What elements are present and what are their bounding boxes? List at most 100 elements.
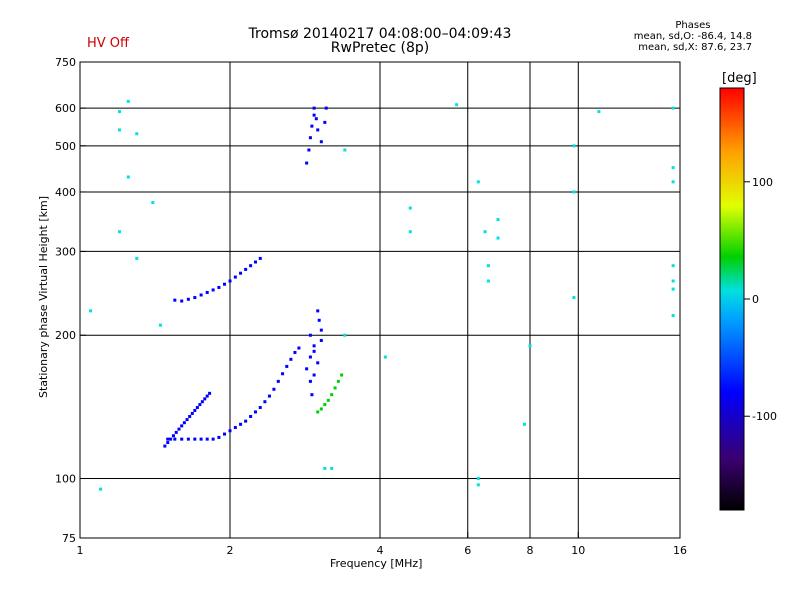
data-point <box>276 379 280 383</box>
data-point <box>253 260 257 264</box>
data-point <box>671 279 675 283</box>
chart-title-line2: RwPretec (8p) <box>330 40 430 56</box>
data-point <box>293 350 297 354</box>
data-point <box>323 466 327 470</box>
data-point <box>258 406 262 410</box>
data-point <box>199 293 203 297</box>
data-point <box>193 408 197 412</box>
data-point <box>316 309 320 313</box>
data-point <box>190 411 194 415</box>
y-tick-label: 500 <box>55 140 76 153</box>
data-point <box>228 279 232 283</box>
data-point <box>317 318 321 322</box>
data-point <box>319 407 323 411</box>
colorbar-tick-label: -100 <box>752 410 777 423</box>
data-point <box>173 437 177 441</box>
data-point <box>233 425 237 429</box>
data-point <box>173 298 177 302</box>
data-point <box>188 414 192 418</box>
data-point <box>263 400 267 404</box>
data-point <box>244 419 248 423</box>
data-point <box>174 430 178 434</box>
data-point <box>476 180 480 184</box>
data-point <box>572 296 576 300</box>
data-point <box>297 346 301 350</box>
x-tick-label: 4 <box>377 544 384 557</box>
data-point <box>208 391 212 395</box>
data-point <box>223 432 227 436</box>
phases-x-stats: mean, sd,X: 87.6, 23.7 <box>638 42 752 53</box>
data-point <box>310 393 314 397</box>
chart-title-line1: Tromsø 20140217 04:08:00–04:09:43 <box>248 26 512 42</box>
data-point <box>305 161 309 165</box>
data-point <box>523 422 527 426</box>
colorbar-ticks: 100 0 -100 <box>744 176 777 423</box>
data-point <box>316 128 320 132</box>
grid-lines <box>80 62 680 538</box>
data-point <box>211 437 215 441</box>
data-point <box>217 285 221 289</box>
data-point <box>166 437 170 441</box>
data-point <box>336 379 340 383</box>
colorbar <box>719 87 745 511</box>
data-point <box>312 349 316 353</box>
data-point <box>126 175 130 179</box>
data-point <box>205 437 209 441</box>
data-point <box>186 297 190 301</box>
data-point <box>193 437 197 441</box>
data-point <box>671 106 675 110</box>
data-point <box>200 400 204 404</box>
data-point <box>158 323 162 327</box>
data-point <box>671 166 675 170</box>
phases-title: Phases <box>675 20 711 31</box>
data-point <box>289 357 293 361</box>
data-point <box>486 279 490 283</box>
data-point <box>572 190 576 194</box>
data-point <box>330 466 334 470</box>
data-point <box>383 355 387 359</box>
data-point <box>319 140 323 144</box>
data-point <box>312 106 316 110</box>
data-point <box>483 230 487 234</box>
data-point <box>308 333 312 337</box>
data-point <box>285 364 289 368</box>
data-point <box>316 410 320 414</box>
data-point <box>177 427 181 431</box>
x-tick-label: 1 <box>77 544 84 557</box>
axis-ticks: 1 2 4 6 8 10 16 75 100 200 300 400 500 600 750 <box>55 56 687 557</box>
data-point <box>476 477 480 481</box>
data-point <box>671 180 675 184</box>
data-point <box>312 113 316 117</box>
data-point <box>308 136 312 140</box>
y-tick-label: 75 <box>62 532 76 545</box>
data-point <box>195 406 199 410</box>
x-axis-label: Frequency [MHz] <box>330 557 423 570</box>
data-point <box>193 296 197 300</box>
data-point <box>272 387 276 391</box>
data-point <box>258 256 262 260</box>
data-point <box>135 256 139 260</box>
data-point <box>135 132 139 136</box>
data-point <box>185 418 189 422</box>
data-point <box>166 441 170 445</box>
data-point <box>671 287 675 291</box>
x-tick-label: 10 <box>571 544 585 557</box>
data-point <box>217 435 221 439</box>
data-point <box>99 487 103 491</box>
data-point <box>281 372 285 376</box>
data-point <box>203 397 207 401</box>
data-point <box>330 393 334 397</box>
y-tick-label: 400 <box>55 186 76 199</box>
x-tick-label: 16 <box>673 544 687 557</box>
data-point <box>455 103 459 107</box>
colorbar-unit: [deg] <box>722 71 757 86</box>
data-point <box>180 424 184 428</box>
data-point <box>323 120 327 124</box>
data-point <box>211 288 215 292</box>
data-point <box>528 344 532 348</box>
data-point <box>126 99 130 103</box>
data-point <box>316 361 320 365</box>
data-point <box>307 148 311 152</box>
data-point <box>244 267 248 271</box>
data-point <box>169 437 173 441</box>
